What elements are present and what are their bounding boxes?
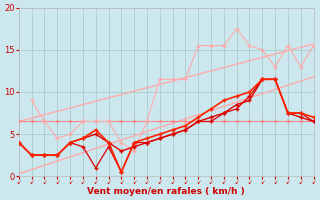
X-axis label: Vent moyen/en rafales ( km/h ): Vent moyen/en rafales ( km/h ) — [87, 187, 245, 196]
